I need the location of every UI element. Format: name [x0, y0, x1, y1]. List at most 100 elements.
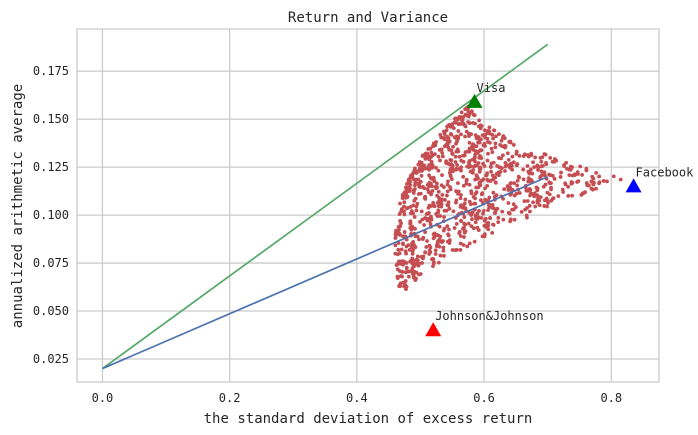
portfolio-point — [531, 160, 535, 165]
portfolio-point — [445, 134, 450, 139]
portfolio-point — [514, 163, 519, 168]
portfolio-point — [516, 174, 521, 179]
portfolio-point — [404, 261, 409, 265]
portfolio-point — [618, 177, 623, 182]
portfolio-point — [528, 193, 532, 198]
portfolio-point — [420, 185, 425, 189]
portfolio-point — [456, 135, 461, 139]
portfolio-point — [495, 163, 500, 168]
portfolio-point — [482, 223, 487, 228]
portfolio-point — [419, 173, 424, 178]
portfolio-point — [490, 150, 495, 155]
portfolio-point — [449, 177, 454, 182]
portfolio-point — [527, 203, 532, 208]
portfolio-point — [433, 248, 438, 253]
portfolio-point — [436, 168, 441, 173]
portfolio-point — [552, 177, 557, 181]
portfolio-point — [472, 239, 477, 244]
portfolio-point — [466, 165, 471, 170]
portfolio-point — [435, 241, 440, 246]
portfolio-point — [482, 128, 487, 133]
portfolio-point — [451, 144, 455, 149]
portfolio-point — [542, 198, 547, 203]
portfolio-point — [436, 189, 441, 194]
portfolio-point — [393, 235, 398, 240]
y-tick-label: 0.125 — [33, 160, 69, 174]
portfolio-point — [398, 284, 403, 288]
portfolio-point — [402, 209, 406, 214]
portfolio-point — [425, 211, 430, 216]
portfolio-point — [447, 170, 452, 175]
portfolio-point — [430, 153, 435, 158]
portfolio-point — [399, 247, 404, 252]
portfolio-point — [496, 215, 501, 220]
portfolio-point — [416, 261, 421, 266]
portfolio-point — [483, 197, 488, 202]
portfolio-point — [485, 158, 490, 163]
portfolio-point — [418, 179, 423, 184]
portfolio-point — [490, 132, 495, 137]
portfolio-point — [476, 215, 481, 220]
portfolio-point — [475, 177, 480, 181]
portfolio-point — [481, 211, 485, 216]
portfolio-point — [473, 144, 478, 149]
portfolio-point — [575, 180, 580, 184]
portfolio-point — [439, 135, 444, 140]
portfolio-point — [400, 274, 405, 279]
portfolio-point — [467, 199, 472, 204]
portfolio-point — [437, 148, 442, 152]
portfolio-point — [467, 159, 472, 163]
portfolio-point — [562, 164, 567, 169]
portfolio-point — [502, 187, 507, 192]
portfolio-point — [461, 174, 466, 179]
portfolio-point — [458, 248, 463, 252]
portfolio-point — [426, 216, 431, 221]
portfolio-point — [405, 194, 410, 199]
portfolio-point — [435, 193, 440, 198]
portfolio-point — [419, 162, 424, 167]
portfolio-point — [539, 169, 544, 174]
portfolio-point — [500, 144, 505, 149]
portfolio-point — [440, 173, 444, 178]
portfolio-point — [449, 132, 454, 137]
portfolio-point — [445, 239, 450, 244]
portfolio-point — [453, 160, 458, 164]
portfolio-point — [512, 181, 517, 186]
portfolio-point — [486, 140, 490, 144]
facebook-marker — [625, 178, 642, 193]
portfolio-point — [495, 206, 500, 211]
portfolio-point — [470, 144, 474, 149]
portfolio-point — [474, 190, 479, 195]
portfolio-point — [463, 134, 467, 139]
portfolio-point — [449, 158, 454, 163]
portfolio-point — [404, 266, 409, 271]
y-tick-label: 0.150 — [33, 112, 69, 126]
portfolio-point — [550, 174, 555, 178]
portfolio-point — [586, 183, 591, 188]
portfolio-point — [509, 181, 513, 185]
portfolio-point — [542, 170, 547, 175]
portfolio-point — [402, 230, 407, 234]
portfolio-point — [473, 220, 478, 225]
portfolio-point — [458, 234, 463, 238]
portfolio-point — [435, 181, 439, 186]
portfolio-point — [570, 165, 574, 169]
portfolio-point — [429, 161, 434, 166]
portfolio-point — [511, 202, 516, 207]
portfolio-point — [478, 165, 483, 170]
portfolio-point — [408, 186, 412, 191]
portfolio-point — [438, 158, 442, 163]
portfolio-point — [500, 209, 505, 214]
portfolio-point — [449, 148, 454, 153]
portfolio-point — [590, 174, 595, 179]
portfolio-point — [404, 287, 408, 291]
portfolio-point — [444, 143, 449, 148]
portfolio-point — [464, 177, 469, 182]
portfolio-point — [442, 185, 446, 189]
portfolio-point — [461, 183, 466, 188]
portfolio-point — [544, 162, 549, 167]
portfolio-point — [486, 178, 490, 183]
visa-label: Visa — [477, 81, 506, 95]
portfolio-point — [453, 154, 458, 159]
portfolio-point — [400, 270, 405, 274]
